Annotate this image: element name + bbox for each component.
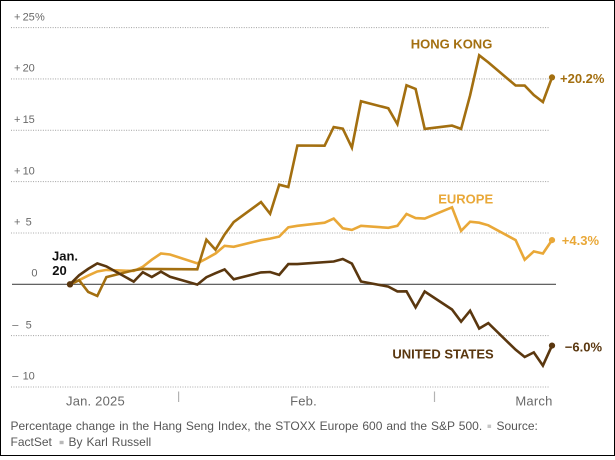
svg-text:15: 15 — [23, 114, 35, 126]
svg-text:5: 5 — [26, 319, 32, 331]
svg-text:FactSet: FactSet — [11, 435, 53, 449]
svg-text:+: + — [14, 114, 20, 126]
svg-text:25: 25 — [23, 11, 35, 23]
svg-text:%: % — [35, 11, 45, 23]
svg-text:10: 10 — [23, 165, 35, 177]
svg-text:10: 10 — [23, 371, 35, 383]
svg-text:EUROPE: EUROPE — [438, 192, 493, 207]
svg-text:+20.2%: +20.2% — [560, 71, 605, 86]
svg-text:Source:: Source: — [497, 419, 538, 433]
svg-text:0: 0 — [31, 268, 37, 280]
svg-text:Percentage change in the Hang: Percentage change in the Hang Seng Index… — [11, 419, 483, 433]
svg-text:Feb.: Feb. — [290, 394, 317, 409]
svg-text:+: + — [14, 217, 20, 229]
svg-text:By Karl Russell: By Karl Russell — [69, 435, 152, 449]
svg-text:+4.3%: +4.3% — [562, 233, 600, 248]
svg-text:–: – — [12, 371, 19, 383]
svg-text:−6.0%: −6.0% — [565, 339, 603, 354]
svg-text:UNITED STATES: UNITED STATES — [392, 347, 494, 362]
svg-text:5: 5 — [26, 217, 32, 229]
svg-text:20: 20 — [52, 263, 66, 278]
svg-text:–: – — [12, 319, 19, 331]
svg-text:+: + — [14, 11, 20, 23]
svg-text:+: + — [14, 165, 20, 177]
svg-text:+: + — [14, 63, 20, 75]
svg-text:HONG KONG: HONG KONG — [411, 37, 493, 52]
svg-text:Jan. 2025: Jan. 2025 — [66, 394, 125, 409]
svg-text:March: March — [515, 394, 552, 409]
svg-text:20: 20 — [23, 63, 35, 75]
svg-text:Jan.: Jan. — [52, 249, 78, 264]
